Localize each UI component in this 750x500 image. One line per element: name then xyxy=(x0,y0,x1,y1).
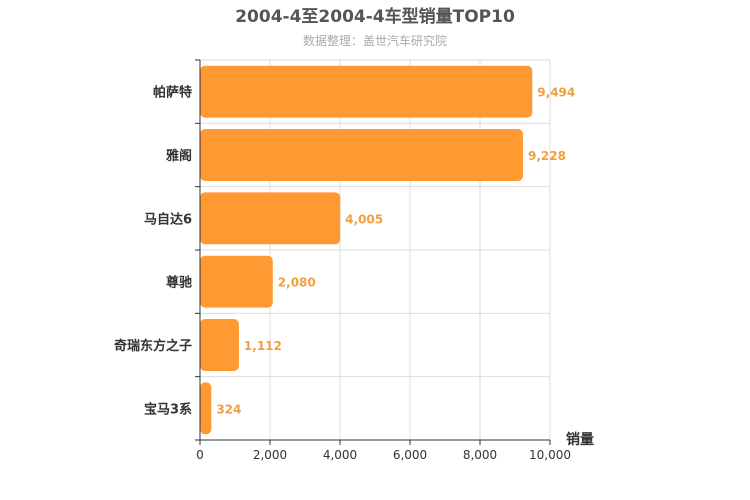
data-label: 324 xyxy=(216,402,241,416)
data-label: 4,005 xyxy=(345,212,383,226)
data-label: 2,080 xyxy=(278,276,316,290)
bar xyxy=(200,255,273,308)
category-label: 雅阁 xyxy=(166,148,192,164)
chart-subtitle: 数据整理：盖世汽车研究院 xyxy=(303,33,447,48)
bar xyxy=(200,319,239,371)
category-label: 马自达6 xyxy=(144,211,192,227)
category-label: 尊驰 xyxy=(166,275,192,291)
bar xyxy=(200,382,212,435)
category-label: 帕萨特 xyxy=(153,85,192,101)
category-label: 奇瑞东方之子 xyxy=(114,338,192,354)
chart-title: 2004-4至2004-4车型销量TOP10 xyxy=(235,6,515,27)
data-label: 9,494 xyxy=(537,86,575,100)
x-tick-label: 2,000 xyxy=(253,448,287,462)
bar xyxy=(200,192,341,245)
bars: 9,494 9,228 4,005 2,080 1,112 324 xyxy=(200,65,575,435)
grid-lines xyxy=(200,59,551,440)
x-tick-label: 10,000 xyxy=(529,448,571,462)
x-axis-title: 销量 xyxy=(566,431,594,448)
data-label: 9,228 xyxy=(528,149,566,163)
category-label: 宝马3系 xyxy=(144,401,192,417)
x-tick-label: 8,000 xyxy=(463,448,497,462)
x-tick-label: 0 xyxy=(196,448,204,462)
x-tick-label: 6,000 xyxy=(393,448,427,462)
x-tick-label: 4,000 xyxy=(323,448,357,462)
data-label: 1,112 xyxy=(244,339,282,353)
bar xyxy=(200,129,523,181)
bar xyxy=(200,65,533,118)
